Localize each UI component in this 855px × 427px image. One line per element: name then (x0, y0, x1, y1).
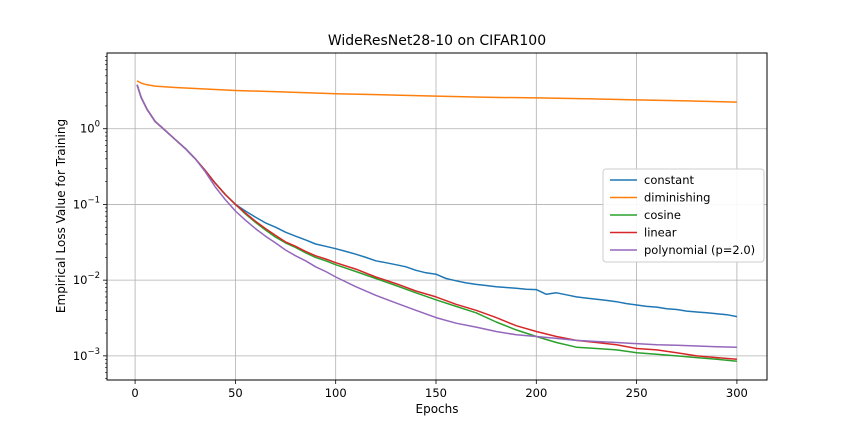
legend-label: linear (644, 226, 677, 240)
legend-label: diminishing (644, 191, 710, 205)
x-tick-label: 0 (131, 386, 138, 400)
y-tick-label: 10−1 (73, 195, 100, 211)
y-tick-label: 100 (80, 120, 100, 136)
x-tick-label: 200 (525, 386, 547, 400)
x-tick-label: 50 (228, 386, 243, 400)
x-axis-title: Epochs (416, 402, 459, 416)
legend-label: polynomial (p=2.0) (644, 243, 755, 257)
y-axis-title: Empirical Loss Value for Training (54, 119, 68, 313)
legend-label: constant (644, 173, 694, 187)
x-tick-label: 150 (425, 386, 447, 400)
legend: constant diminishing cosine linear polynomia… (602, 168, 765, 263)
y-tick-label: 10−2 (73, 271, 100, 287)
y-tick-label: 10−3 (73, 347, 100, 363)
ticks: 0 50 100 150 200 250 300 100 10−1 10−2 10−3 (73, 56, 748, 400)
series-layer (136, 80, 738, 362)
x-tick-label: 300 (726, 386, 748, 400)
series-line-1 (136, 80, 737, 103)
chart-title: WideResNet28-10 on CIFAR100 (328, 33, 546, 49)
legend-label: cosine (644, 208, 681, 222)
grid (107, 53, 767, 380)
x-tick-label: 250 (626, 386, 648, 400)
series-line-4 (136, 84, 737, 348)
legend-box (602, 168, 765, 263)
x-tick-label: 100 (325, 386, 347, 400)
plot-frame (106, 52, 768, 381)
